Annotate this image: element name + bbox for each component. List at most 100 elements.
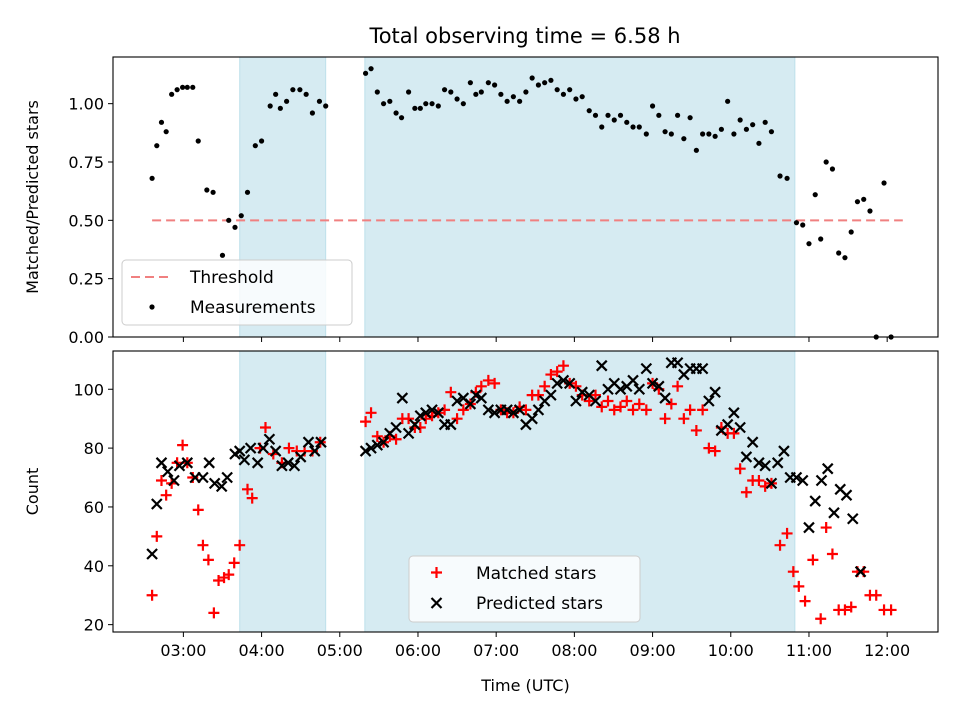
- data-point: [246, 492, 258, 504]
- data-point: [567, 87, 573, 93]
- data-point: [709, 386, 721, 398]
- data-point: [226, 217, 232, 223]
- data-point: [828, 507, 840, 519]
- data-point: [579, 94, 585, 100]
- data-point: [488, 407, 501, 419]
- data-point: [316, 98, 323, 104]
- data-point: [202, 554, 214, 566]
- data-point: [867, 208, 873, 214]
- data-point: [197, 471, 209, 484]
- data-point: [393, 110, 399, 116]
- data-point: [223, 569, 235, 581]
- data-point: [697, 404, 709, 416]
- data-point: [149, 175, 155, 181]
- data-point: [709, 445, 721, 457]
- data-point: [441, 87, 448, 93]
- data-point: [460, 101, 466, 107]
- data-point: [840, 489, 853, 501]
- x-tick-label: 12:00: [864, 641, 910, 660]
- data-point: [653, 380, 665, 393]
- data-point: [429, 101, 435, 107]
- data-point: [529, 75, 535, 81]
- data-point: [633, 383, 646, 396]
- data-point: [451, 413, 463, 425]
- data-point: [608, 404, 620, 416]
- data-point: [659, 413, 671, 425]
- data-point: [403, 413, 415, 425]
- data-point: [151, 498, 163, 510]
- data-point: [815, 474, 828, 487]
- x-tick-label: 10:00: [708, 641, 754, 660]
- data-point: [475, 392, 488, 404]
- data-point: [244, 189, 251, 195]
- data-point: [390, 433, 402, 445]
- data-point: [177, 439, 189, 451]
- data-point: [712, 133, 718, 139]
- data-point: [315, 436, 327, 448]
- data-point: [454, 96, 460, 102]
- x-tick-label: 09:00: [630, 641, 676, 660]
- x-tick-label: 05:00: [317, 641, 363, 660]
- data-point: [417, 105, 423, 111]
- data-point: [507, 407, 520, 419]
- data-point: [238, 213, 244, 219]
- data-point: [777, 173, 783, 179]
- data-point: [387, 98, 393, 104]
- data-point: [636, 124, 642, 130]
- data-point: [160, 489, 172, 501]
- data-point: [288, 459, 301, 472]
- data-point: [700, 131, 706, 137]
- data-point: [545, 369, 557, 381]
- data-point: [595, 359, 608, 372]
- data-point: [420, 407, 432, 419]
- data-point: [554, 87, 560, 93]
- data-point: [146, 548, 158, 560]
- data-point: [451, 395, 463, 407]
- data-point: [656, 112, 662, 118]
- data-point: [405, 89, 412, 95]
- data-point: [523, 89, 529, 95]
- data-point: [535, 82, 542, 88]
- data-point: [184, 84, 190, 90]
- legend-matched-swatch: [431, 567, 442, 578]
- data-point: [197, 539, 209, 551]
- data-point: [228, 557, 240, 569]
- data-point: [283, 442, 295, 454]
- data-point: [146, 589, 158, 601]
- data-point: [592, 112, 599, 118]
- data-point: [179, 84, 186, 90]
- data-point: [526, 412, 538, 425]
- data-point: [756, 140, 762, 146]
- data-point: [718, 126, 724, 132]
- data-point: [570, 395, 582, 407]
- data-point: [303, 91, 309, 97]
- data-point: [624, 119, 630, 125]
- data-point: [740, 451, 753, 463]
- data-point: [771, 457, 784, 469]
- data-point: [774, 539, 786, 551]
- data-point: [728, 427, 740, 439]
- data-point: [848, 229, 854, 235]
- data-point: [282, 457, 294, 469]
- data-point: [517, 98, 523, 104]
- data-point: [672, 380, 684, 392]
- data-point: [627, 374, 639, 387]
- data-point: [359, 445, 372, 457]
- data-point: [743, 126, 750, 132]
- data-point: [806, 241, 812, 247]
- data-point: [640, 362, 653, 375]
- data-point: [435, 103, 441, 109]
- data-point: [414, 409, 427, 422]
- data-point: [696, 362, 709, 375]
- data-point: [485, 80, 491, 86]
- legend-measurements-label: Measurements: [190, 298, 316, 318]
- data-point: [643, 131, 649, 137]
- y-tick-label: 0.00: [68, 328, 104, 347]
- data-point: [257, 442, 269, 454]
- x-tick-label: 08:00: [551, 641, 597, 660]
- data-point: [501, 404, 513, 416]
- data-point: [365, 442, 377, 454]
- data-point: [820, 522, 832, 534]
- data-point: [703, 442, 715, 454]
- data-point: [725, 98, 731, 104]
